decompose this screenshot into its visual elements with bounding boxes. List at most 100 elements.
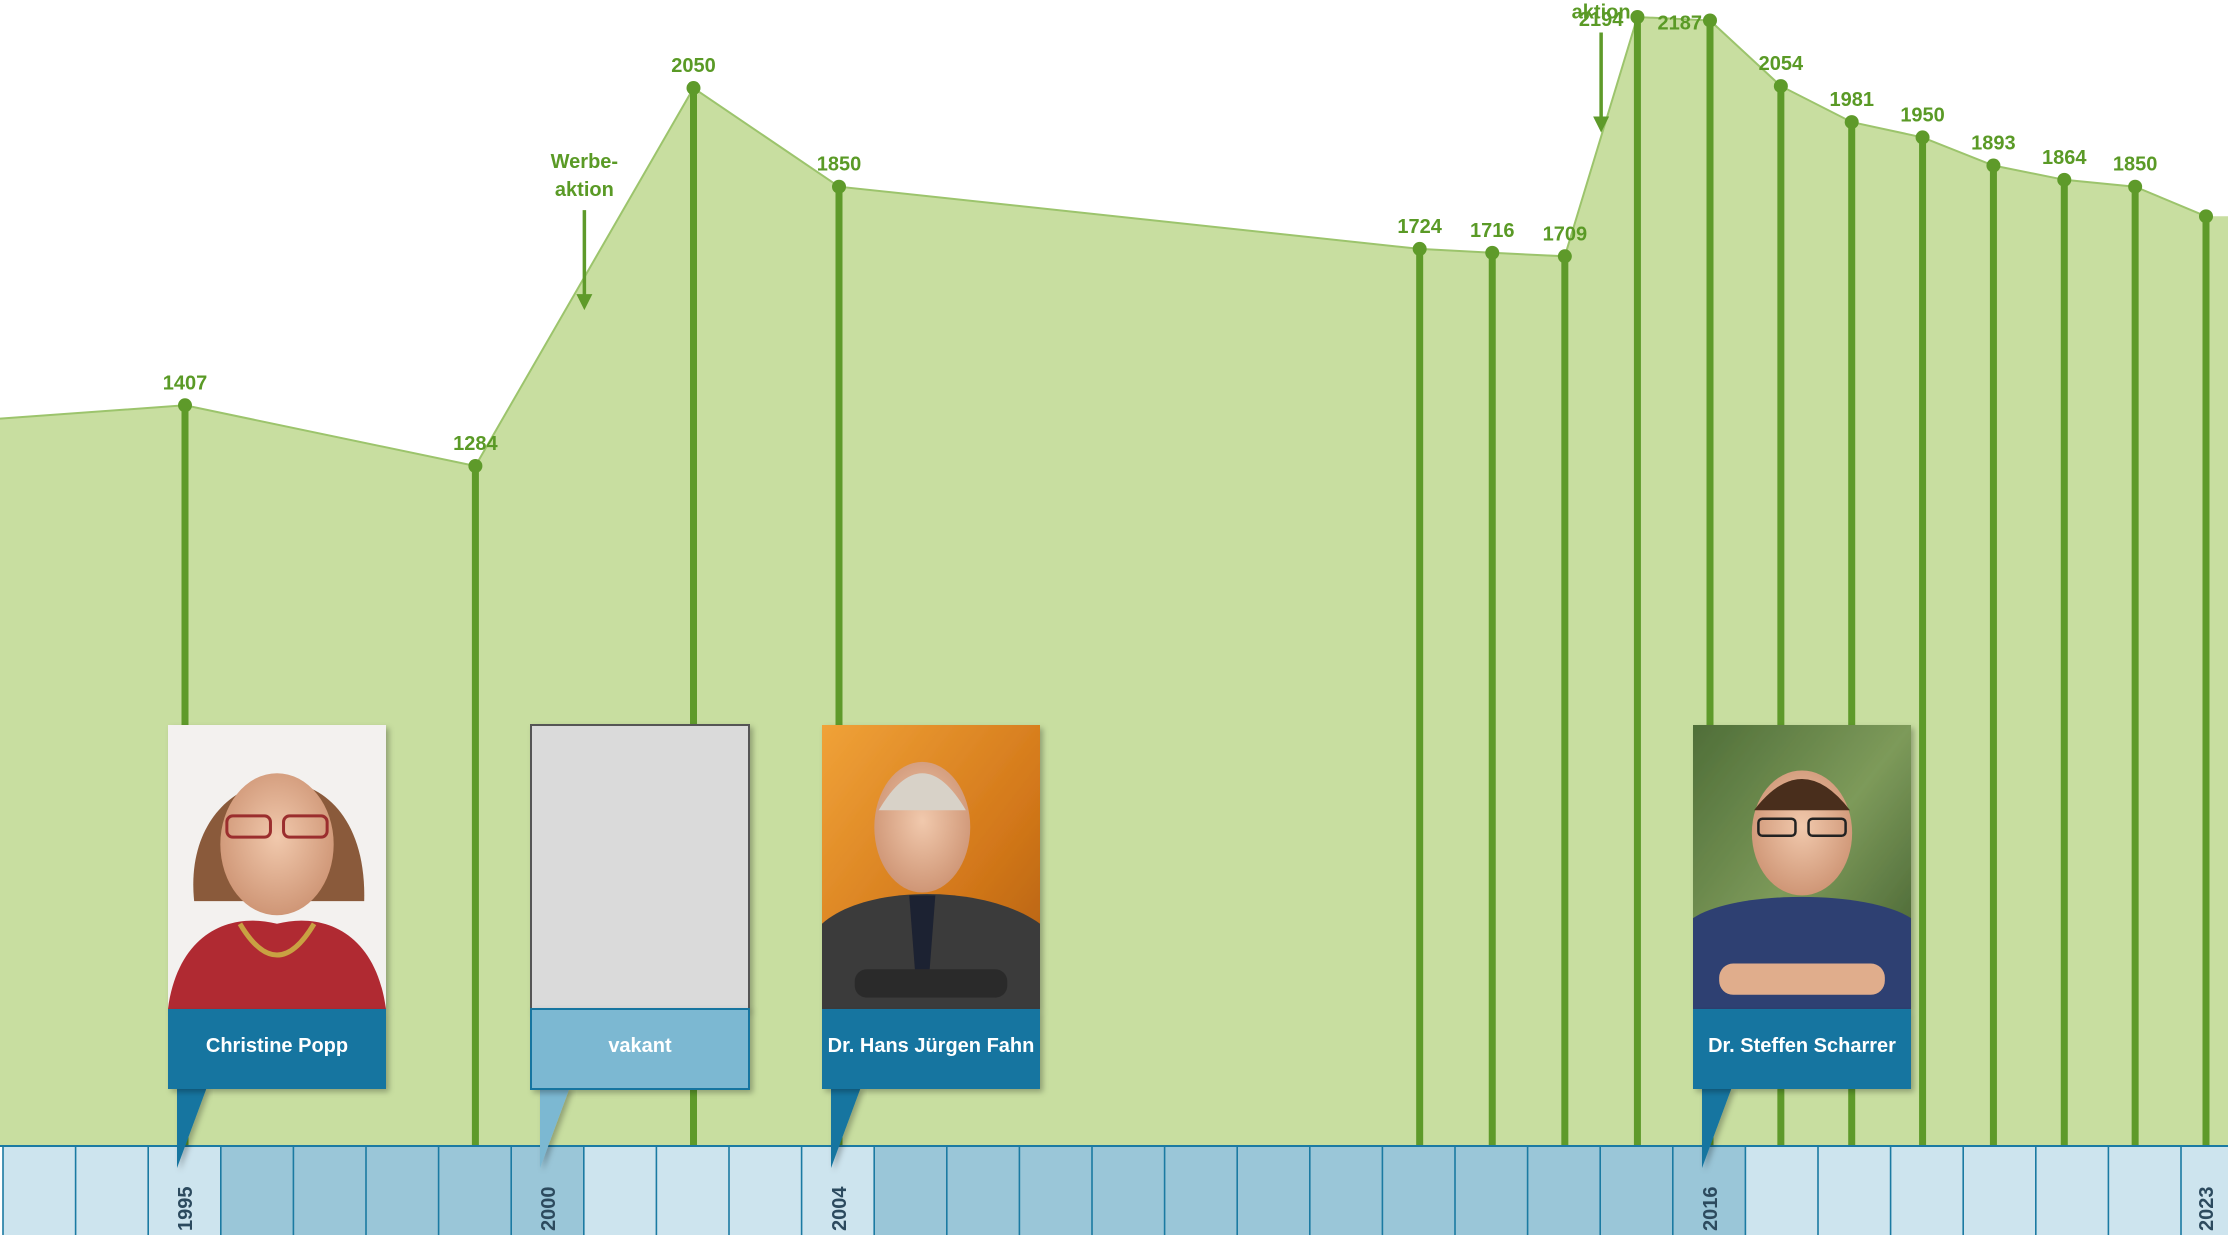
timeline-cell (2181, 1146, 2228, 1235)
photo-arms (854, 969, 1008, 998)
name-box (530, 1008, 750, 1090)
value-label: 1407 (163, 372, 208, 394)
data-point (2057, 172, 2072, 187)
person-photo (168, 725, 386, 1009)
name-box (822, 1009, 1040, 1089)
timeline-cell (1019, 1146, 1092, 1235)
person-card: Christine Popp (168, 725, 386, 1168)
data-point (178, 398, 192, 413)
timeline-cell (1818, 1146, 1891, 1235)
timeline-cell (3, 1146, 76, 1235)
timeline-cell (2108, 1146, 2181, 1235)
person-card: Dr. Steffen Scharrer (1693, 725, 1911, 1168)
photo-necklace (237, 922, 317, 958)
value-label: 1724 (1397, 216, 1442, 238)
photo-glasses (1807, 817, 1847, 838)
year-tick-label: 2023 (2196, 1187, 2218, 1232)
data-point (1485, 245, 1500, 260)
data-point (1703, 13, 1717, 28)
value-label: 1284 (453, 433, 498, 455)
photo-hair (1754, 778, 1850, 811)
data-point (1557, 249, 1572, 264)
name-box-tail (831, 1087, 861, 1168)
timeline-cell (1092, 1146, 1165, 1235)
annotation-label: aktion (555, 179, 614, 201)
person-name-label: Christine Popp (206, 1035, 348, 1057)
name-box (168, 1009, 386, 1089)
data-point (1630, 10, 1645, 24)
timeline-cell (438, 1146, 512, 1235)
annotation-label: aktion (1572, 1, 1631, 23)
value-label: 1893 (1971, 133, 2016, 155)
data-point (1412, 241, 1427, 256)
annotation-arrow-head (576, 294, 593, 311)
value-label: 1950 (1900, 104, 1945, 126)
value-label: 1981 (1829, 89, 1874, 111)
timeline-cell (511, 1146, 584, 1235)
data-point (1986, 158, 2001, 173)
value-label: 1864 (2042, 147, 2087, 169)
name-box (1693, 1009, 1911, 1089)
timeline-cell (2035, 1146, 2109, 1235)
photo-face (220, 773, 334, 916)
timeline-cell (1382, 1146, 1455, 1235)
timeline-cell (946, 1146, 1020, 1235)
person-card: Dr. Hans Jürgen Fahn (822, 725, 1040, 1168)
name-box-tail (1702, 1087, 1732, 1168)
value-label: 2194 (1579, 9, 1624, 31)
photo-glasses (282, 814, 329, 839)
timeline-cell (583, 1146, 657, 1235)
person-name-label: Dr. Steffen Scharrer (1708, 1035, 1896, 1057)
value-label: 1709 (1543, 223, 1588, 245)
value-label: 1850 (817, 154, 862, 176)
photo-arms (1719, 963, 1885, 995)
timeline-cell (75, 1146, 149, 1235)
timeline-cell (220, 1146, 294, 1235)
annotation-arrow-head (1593, 116, 1610, 133)
timeline-cell (1527, 1146, 1601, 1235)
person-name-label: vakant (608, 1035, 672, 1057)
value-label: 2187 (1658, 12, 1703, 34)
year-tick-label: 2000 (538, 1187, 560, 1232)
value-label: 1850 (2113, 154, 2158, 176)
placeholder-photo (530, 724, 750, 1010)
timeline-cell (656, 1146, 729, 1235)
photo-hair (878, 773, 966, 811)
name-box-tail (177, 1087, 207, 1168)
photo-glasses (225, 814, 272, 839)
timeline-cell (1963, 1146, 2036, 1235)
data-point (1844, 115, 1859, 130)
photo-clothes (168, 920, 386, 1009)
photo-tie (909, 895, 936, 981)
data-point (2199, 209, 2213, 224)
data-point (1915, 130, 1930, 145)
value-label: 1716 (1470, 220, 1515, 242)
timeline-cell (366, 1146, 439, 1235)
timeline-cell (1745, 1146, 1818, 1235)
timeline-cell (293, 1146, 366, 1235)
data-point (1773, 79, 1788, 94)
photo-glasses (1757, 817, 1797, 838)
timeline-cell (148, 1146, 221, 1235)
value-label: 2054 (1759, 53, 1804, 75)
data-point (468, 459, 483, 473)
person-photo (1693, 725, 1911, 1009)
year-tick-label: 1995 (175, 1187, 197, 1232)
timeline-cell (1164, 1146, 1238, 1235)
annotation-label: Werbe- (551, 151, 618, 173)
person-card: vakant (530, 724, 750, 1168)
data-point (686, 81, 701, 96)
year-tick-label: 2016 (1700, 1187, 1722, 1232)
timeline-cell (1309, 1146, 1383, 1235)
year-tick-label: 2004 (829, 1186, 851, 1231)
timeline-cell (1455, 1146, 1528, 1235)
data-point (2128, 179, 2143, 194)
timeline-cell (874, 1146, 947, 1235)
name-box-tail (540, 1087, 570, 1168)
timeline-cell (1672, 1146, 1746, 1235)
timeline-cell (729, 1146, 802, 1235)
data-point (832, 179, 846, 194)
person-photo (822, 725, 1040, 1009)
timeline-cell (1600, 1146, 1673, 1235)
timeline-cell (1890, 1146, 1964, 1235)
